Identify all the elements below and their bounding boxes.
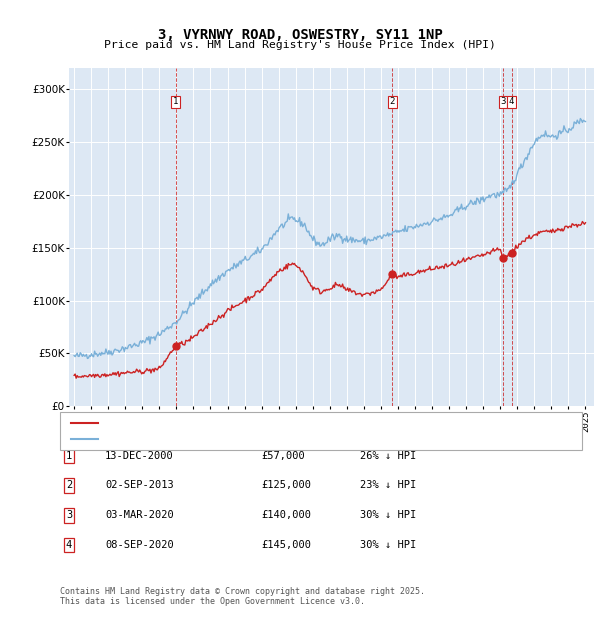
Text: 30% ↓ HPI: 30% ↓ HPI xyxy=(360,540,416,550)
Text: 3: 3 xyxy=(66,510,72,520)
Text: £145,000: £145,000 xyxy=(261,540,311,550)
Text: 3, VYRNWY ROAD, OSWESTRY, SY11 1NP (semi-detached house): 3, VYRNWY ROAD, OSWESTRY, SY11 1NP (semi… xyxy=(105,418,455,428)
Text: 13-DEC-2000: 13-DEC-2000 xyxy=(105,451,174,461)
Text: Price paid vs. HM Land Registry's House Price Index (HPI): Price paid vs. HM Land Registry's House … xyxy=(104,40,496,50)
Text: 2: 2 xyxy=(66,480,72,490)
Text: 3: 3 xyxy=(500,97,506,107)
Text: £140,000: £140,000 xyxy=(261,510,311,520)
Text: HPI: Average price, semi-detached house, Shropshire: HPI: Average price, semi-detached house,… xyxy=(105,434,424,444)
Text: Contains HM Land Registry data © Crown copyright and database right 2025.
This d: Contains HM Land Registry data © Crown c… xyxy=(60,587,425,606)
Text: 2: 2 xyxy=(389,97,395,107)
Text: £57,000: £57,000 xyxy=(261,451,305,461)
Text: £125,000: £125,000 xyxy=(261,480,311,490)
Text: 08-SEP-2020: 08-SEP-2020 xyxy=(105,540,174,550)
Text: 26% ↓ HPI: 26% ↓ HPI xyxy=(360,451,416,461)
Text: 4: 4 xyxy=(66,540,72,550)
Text: 1: 1 xyxy=(173,97,178,107)
Text: 03-MAR-2020: 03-MAR-2020 xyxy=(105,510,174,520)
Text: 30% ↓ HPI: 30% ↓ HPI xyxy=(360,510,416,520)
Text: 23% ↓ HPI: 23% ↓ HPI xyxy=(360,480,416,490)
Text: 4: 4 xyxy=(509,97,514,107)
Text: 3, VYRNWY ROAD, OSWESTRY, SY11 1NP: 3, VYRNWY ROAD, OSWESTRY, SY11 1NP xyxy=(158,28,442,42)
Text: 02-SEP-2013: 02-SEP-2013 xyxy=(105,480,174,490)
Text: 1: 1 xyxy=(66,451,72,461)
